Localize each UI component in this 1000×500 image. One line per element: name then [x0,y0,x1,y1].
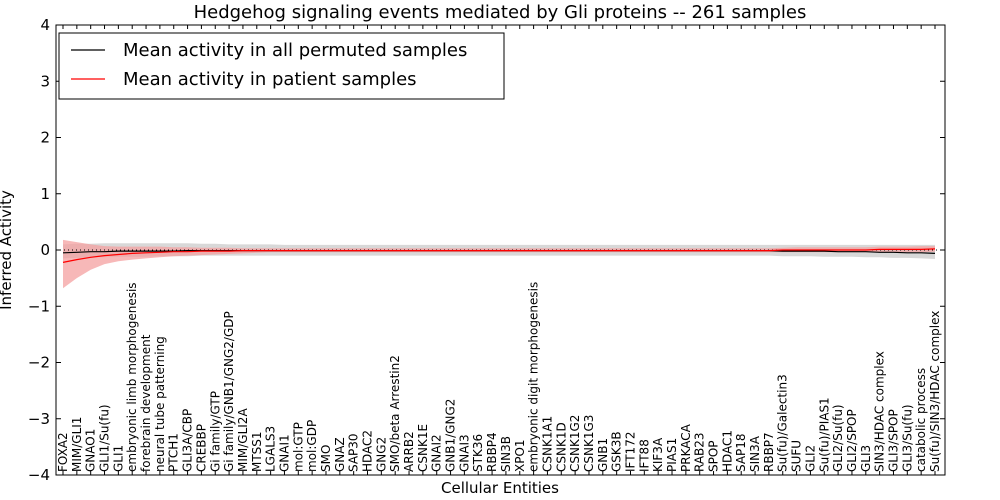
legend-label-patient: Mean activity in patient samples [123,69,417,90]
x-tick-label: CSNK1D [554,422,568,472]
x-tick-label: catabolic process [914,368,928,472]
x-tick-label: MIM/GLI2A [236,408,250,472]
x-tick-label: SUFU [790,440,804,472]
x-tick-label: GLI3 [859,445,873,472]
x-tick-label: ARRB2 [402,431,416,472]
x-tick-label: SIN3B [499,436,513,472]
x-tick-label: SMO/beta Arrestin2 [388,355,402,472]
x-tick-label: GLI2 [803,445,817,472]
y-tick-label: 2 [40,129,50,147]
x-tick-label: RBBP4 [485,432,499,472]
x-tick-label: CSNK1E [416,424,430,472]
x-tick-label: GNG2 [374,437,388,472]
x-tick-label: RBBP7 [762,432,776,472]
band-1 [63,239,935,289]
x-tick-label: GNAO1 [84,429,98,472]
legend: Mean activity in all permuted samples Me… [58,32,505,100]
x-tick-label: GSK3B [610,431,624,472]
x-tick-label: GNAZ [333,437,347,472]
chart-title: Hedgehog signaling events mediated by Gl… [194,2,807,23]
x-tick-label: SPOP [707,440,721,472]
x-tick-label: GLI2/SPOP [845,409,859,472]
x-tick-label: SAP18 [734,433,748,472]
x-tick-label: HDAC1 [720,430,734,472]
legend-label-permuted: Mean activity in all permuted samples [123,40,467,61]
x-tick-label: HDAC2 [361,430,375,472]
x-tick-label: GLI3A/CBP [181,409,195,472]
y-tick-label: 4 [40,16,50,34]
x-tick-label: MIM/GLI1 [70,417,84,472]
x-tick-label: IFT88 [637,439,651,472]
y-tick-label: −4 [28,466,50,484]
x-tick-label: FOXA2 [56,432,70,472]
y-tick-label: 0 [40,241,50,259]
y-tick-label: 1 [40,185,50,203]
x-tick-label: forebrain development [139,334,153,472]
x-tick-label: SIN3A [748,435,762,472]
x-tick-label: GLI1/Su(fu) [98,404,112,472]
x-tick-label: MTSS1 [250,431,264,472]
x-tick-label: GNAI3 [457,434,471,472]
x-tick-label: GLI3/Su(fu) [900,404,914,472]
x-tick-label: GNB1 [596,438,610,472]
x-tick-label: embryonic limb morphogenesis [125,282,139,472]
legend-frame [58,32,505,100]
x-tick-label: neural tube patterning [153,336,167,472]
x-tick-label: Su(fu)/PIAS1 [817,397,831,472]
x-tick-label: GLI2/Su(fu) [831,404,845,472]
y-tick-label: −2 [28,354,50,372]
x-tick-label: CSNK1A1 [540,416,554,472]
plot-area: −4 −3 −2 −1 0 1 2 3 4 FOXA2 MIM/GLI1 GNAO1 GLI1/Su(f… [28,16,946,484]
x-tick-label: GNAI2 [430,434,444,472]
y-tick-label: −3 [28,410,50,428]
x-tick-label: embryonic digit morphogenesis [527,282,541,472]
x-tick-label: KIF3A [651,437,665,472]
x-tick-label: GLI1 [111,445,125,472]
x-tick-label: CSNK1G2 [568,415,582,472]
y-axis-label: Inferred Activity [0,190,15,310]
x-tick-label: mol:GTP [291,422,305,472]
x-tick-label: Su(fu)/Galectin3 [776,374,790,472]
y-tick-label: 3 [40,72,50,90]
x-tick-label: SIN3/HDAC complex [873,351,887,472]
x-tick-label: mol:GDP [305,420,319,472]
x-tick-label: RAB23 [693,432,707,472]
x-tick-label: GNB1/GNG2 [444,399,458,472]
x-tick-label: STK36 [471,434,485,472]
x-tick-label: PIAS1 [665,438,679,472]
y-tick-label: −1 [28,297,50,315]
x-tick-label: PTCH1 [167,433,181,472]
x-tick-label: GLI3/SPOP [887,409,901,472]
x-tick-label: XPO1 [513,439,527,472]
x-tick-label: Gi family/GTP [208,391,222,472]
x-tick-label: LGALS3 [264,426,278,472]
x-tick-label: SAP30 [347,433,361,472]
x-tick-label: SMO [319,445,333,472]
x-tick-label: PRKACA [679,423,693,472]
x-tick-label: Gi family/GNB1/GNG2/GDP [222,311,236,472]
series-line-1 [62,248,936,263]
x-tick-label: GNAI1 [278,434,292,472]
x-tick-label: IFT172 [624,432,638,472]
x-tick-label: CSNK1G3 [582,415,596,472]
x-axis-label: Cellular Entities [441,479,559,497]
x-tick-label: CREBBP [194,424,208,472]
x-tick-label: Su(fu)/SIN3/HDAC complex [928,311,942,472]
